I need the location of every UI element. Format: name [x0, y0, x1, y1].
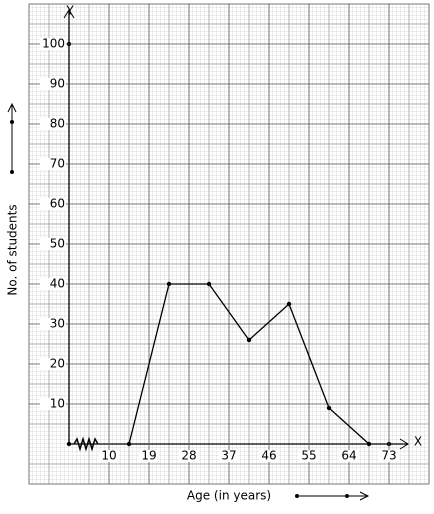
y-tick-label: 40 [50, 277, 65, 291]
tick-label-bg [40, 198, 66, 210]
tick-label-bg [40, 78, 66, 90]
y-tick-label: 100 [42, 37, 65, 51]
x-tick-label: 37 [221, 449, 236, 463]
tick-label-bg [179, 450, 199, 462]
tick-label-bg [139, 450, 159, 462]
point [286, 301, 292, 307]
axis-break [73, 436, 99, 452]
x-tick-label: 19 [141, 449, 156, 463]
tick-label-bg [40, 318, 66, 330]
y-arrow [63, 9, 75, 19]
x-tick-label: 64 [341, 449, 356, 463]
point [126, 441, 132, 447]
x-arrow [399, 438, 409, 450]
deco-dot [10, 120, 14, 124]
point [166, 281, 172, 287]
x-axis-name: X [414, 435, 422, 449]
deco-arrow-head [7, 102, 17, 113]
tick-label-bg [339, 450, 359, 462]
y-tick-label: 20 [50, 357, 65, 371]
tick-label-bg [40, 38, 66, 50]
y-axis-name: Y [65, 4, 74, 18]
x-tick-label: 46 [261, 449, 276, 463]
y-tick-label: 60 [50, 197, 65, 211]
deco-dot [345, 494, 349, 498]
tick-label-bg [219, 450, 239, 462]
deco-dot [10, 170, 14, 174]
point [246, 337, 252, 343]
tick-label-bg [379, 450, 399, 462]
tick-label-bg [40, 118, 66, 130]
tick-label-bg [99, 450, 119, 462]
tick-label-bg [40, 158, 66, 170]
tick-label-bg [40, 238, 66, 250]
x-tick-label: 10 [101, 449, 116, 463]
tick-label-bg [299, 450, 319, 462]
tick-label-bg [40, 278, 66, 290]
tick-label-bg [40, 358, 66, 370]
y-tick-label: 30 [50, 317, 65, 331]
y-tick-label: 50 [50, 237, 65, 251]
point [206, 281, 212, 287]
y-tick-label: 70 [50, 157, 65, 171]
point [326, 405, 332, 411]
x-tick-label: 28 [181, 449, 196, 463]
y-tick-label: 90 [50, 77, 65, 91]
y-tick-label: 80 [50, 117, 65, 131]
point [366, 441, 372, 447]
y-axis-label: No. of students [6, 204, 20, 295]
x-tick-label: 73 [381, 449, 396, 463]
deco-dot [295, 494, 299, 498]
x-tick-label: 55 [301, 449, 316, 463]
deco-arrow-head [359, 491, 370, 501]
tick-label-bg [259, 450, 279, 462]
y-tick-label: 10 [50, 397, 65, 411]
origin-dot [66, 441, 72, 447]
tick-label-bg [40, 398, 66, 410]
x-axis-label: Age (in years) [187, 489, 271, 503]
